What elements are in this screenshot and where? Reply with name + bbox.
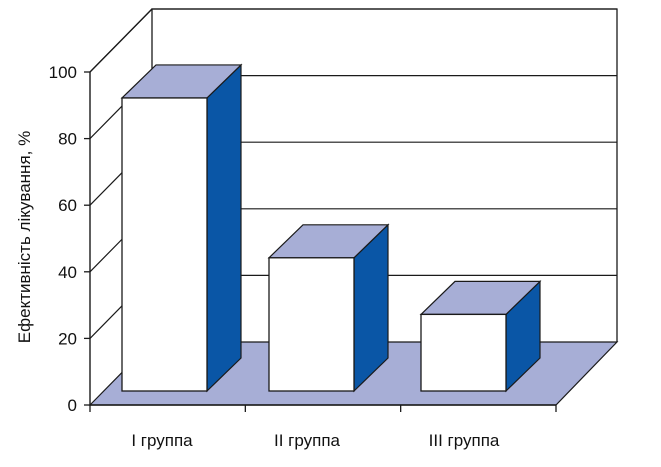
bar <box>267 223 390 393</box>
y-tick-label: 0 <box>68 396 77 415</box>
bar <box>120 63 243 393</box>
y-axis-title: Ефективність лікування, % <box>15 131 34 343</box>
y-tick-label: 60 <box>58 196 77 215</box>
bar-front <box>121 97 208 392</box>
bars <box>120 63 542 393</box>
bar <box>419 279 542 393</box>
y-tick-label: 80 <box>58 130 77 149</box>
bar-side <box>206 63 242 393</box>
x-category-label: I группа <box>131 431 193 450</box>
axes <box>84 71 557 412</box>
y-tick-label: 40 <box>58 263 77 282</box>
x-category-labels: I группа II группа III группа <box>131 431 500 450</box>
y-tick-labels: 0 20 40 60 80 100 <box>49 63 77 415</box>
x-category-label: III группа <box>429 431 500 450</box>
gridline <box>89 8 617 73</box>
x-category-label: II группа <box>274 431 341 450</box>
bar-front <box>268 257 355 392</box>
y-tick-label: 100 <box>49 63 77 82</box>
y-tick-label: 20 <box>58 329 77 348</box>
bar-front <box>420 313 507 392</box>
